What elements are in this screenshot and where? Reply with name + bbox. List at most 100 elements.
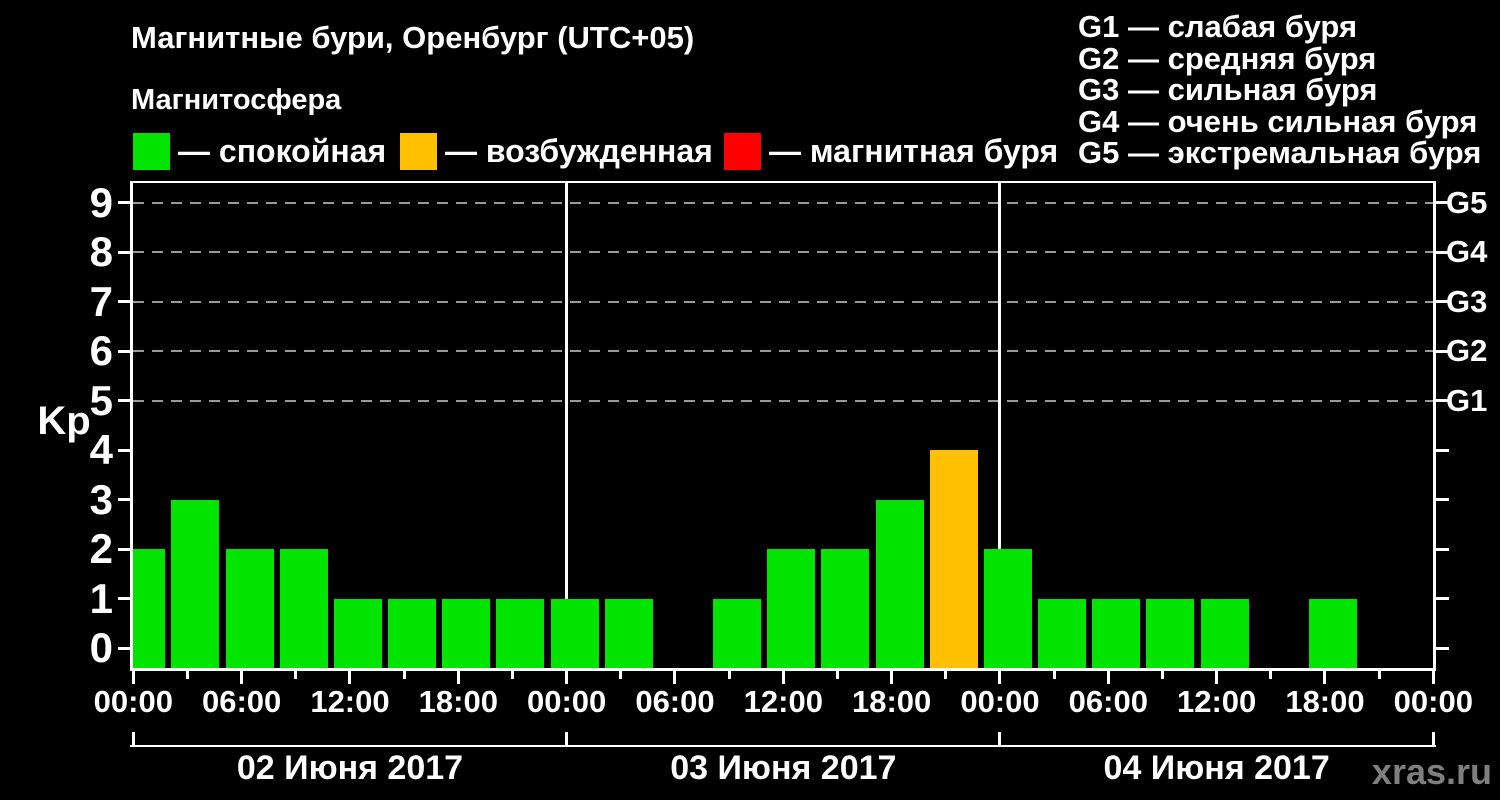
- x-minor-tick: [944, 671, 948, 679]
- g-scale-item: G2 — средняя буря: [1078, 40, 1377, 76]
- x-tick-label: 00:00: [527, 684, 607, 719]
- x-minor-tick: [185, 671, 189, 679]
- plot-frame-top: [130, 181, 1437, 183]
- legend-label-excited: — возбужденная: [445, 133, 713, 169]
- g-scale-legend: G1 — слабая буря G2 — средняя буря G3 — си…: [1078, 11, 1481, 169]
- y-tick-label: 3: [89, 475, 113, 523]
- kp-bar: [550, 598, 599, 668]
- x-major-tick: [348, 671, 352, 684]
- x-tick-label: 12:00: [743, 684, 823, 719]
- x-major-tick: [1215, 671, 1219, 684]
- kp-bar: [171, 499, 220, 668]
- gridline: [133, 350, 1434, 353]
- kp-bar: [767, 549, 816, 668]
- g-scale-item: G3 — сильная буря: [1078, 72, 1378, 107]
- kp-bar: [821, 549, 870, 668]
- right-y-tick: [1436, 597, 1450, 601]
- date-label: 04 Июня 2017: [1103, 749, 1330, 787]
- y-tick: [118, 399, 131, 403]
- x-major-tick: [1323, 671, 1327, 684]
- legend-label-storm: — магнитная буря: [769, 133, 1059, 169]
- legend-label-quiet: — спокойная: [178, 133, 387, 169]
- right-axis-line: [1433, 181, 1437, 671]
- right-y-tick: [1436, 646, 1450, 650]
- kp-bar: [225, 549, 274, 668]
- y-tick: [118, 300, 131, 304]
- kp-bar: [133, 549, 166, 668]
- kp-bar: [1092, 598, 1141, 668]
- x-tick-label: 06:00: [202, 684, 282, 719]
- x-major-tick: [456, 671, 460, 684]
- kp-bar: [333, 598, 382, 668]
- x-tick-label: 00:00: [93, 684, 173, 719]
- y-tick: [118, 597, 131, 601]
- x-minor-tick: [1269, 671, 1273, 679]
- y-axis-line: [130, 181, 134, 671]
- x-tick-label: 06:00: [1068, 684, 1148, 719]
- right-y-tick: [1436, 201, 1450, 205]
- g-scale-item: G1 — слабая буря: [1078, 9, 1358, 44]
- kp-bar: [929, 450, 978, 668]
- g-scale-item: G5 — экстремальная буря: [1078, 135, 1482, 170]
- kp-bar: [713, 598, 762, 668]
- legend-item-storm: — магнитная буря: [724, 133, 1058, 170]
- y-tick-label: 5: [89, 376, 113, 424]
- gridline: [133, 399, 1434, 402]
- x-tick-label: 06:00: [635, 684, 715, 719]
- x-tick-label: 00:00: [1393, 684, 1473, 719]
- date-label: 02 Июня 2017: [236, 749, 464, 787]
- x-major-tick: [1106, 671, 1110, 684]
- excited-color-swatch: [400, 133, 437, 170]
- x-major-tick: [890, 671, 894, 684]
- y-tick: [118, 250, 131, 254]
- date-bracket-tick: [998, 732, 1002, 747]
- date-bracket: [130, 745, 1437, 747]
- x-major-tick: [998, 671, 1002, 684]
- kp-bar: [983, 549, 1032, 668]
- g-level-label: G4: [1446, 234, 1488, 270]
- kp-bar: [388, 598, 437, 668]
- x-major-tick: [1431, 671, 1435, 684]
- g-level-label: G5: [1446, 184, 1488, 220]
- date-bracket-tick: [1431, 732, 1435, 747]
- y-tick: [118, 201, 131, 205]
- x-tick-label: 12:00: [310, 684, 390, 719]
- y-tick-label: 0: [89, 624, 113, 672]
- g-scale-item: G4 — очень сильная буря: [1078, 103, 1478, 139]
- right-y-tick: [1436, 498, 1450, 502]
- kp-bar: [875, 499, 924, 668]
- date-label: 03 Июня 2017: [670, 749, 897, 787]
- legend-item-quiet: — спокойная: [133, 133, 386, 170]
- kp-bar: [279, 549, 328, 668]
- right-y-tick: [1436, 250, 1450, 254]
- gridline: [133, 300, 1434, 303]
- gridline: [133, 251, 1434, 254]
- y-tick-label: 2: [89, 525, 113, 573]
- x-tick-label: 18:00: [1285, 684, 1365, 719]
- kp-bar: [1146, 598, 1195, 668]
- x-tick-label: 00:00: [960, 684, 1040, 719]
- kp-bar: [1038, 598, 1087, 668]
- legend-item-excited: — возбужденная: [400, 133, 713, 170]
- right-y-tick: [1436, 448, 1450, 452]
- x-minor-tick: [835, 671, 839, 679]
- x-minor-tick: [1052, 671, 1056, 679]
- y-tick: [118, 646, 131, 650]
- g-level-label: G2: [1446, 333, 1488, 369]
- x-major-tick: [673, 671, 677, 684]
- x-tick-label: 18:00: [852, 684, 932, 719]
- y-axis-title: Kp: [37, 399, 91, 443]
- y-tick: [118, 498, 131, 502]
- chart-title: Магнитные бури, Оренбург (UTC+05): [131, 20, 695, 55]
- kp-bar: [604, 598, 653, 668]
- right-y-tick: [1436, 399, 1450, 403]
- quiet-color-swatch: [133, 133, 170, 170]
- right-y-tick: [1436, 300, 1450, 304]
- x-tick-label: 12:00: [1177, 684, 1257, 719]
- y-tick: [118, 349, 131, 353]
- magnetosphere-label: Магнитосфера: [131, 84, 342, 116]
- gridline: [133, 201, 1434, 204]
- date-bracket-tick: [131, 732, 135, 747]
- g-level-label: G3: [1446, 283, 1488, 319]
